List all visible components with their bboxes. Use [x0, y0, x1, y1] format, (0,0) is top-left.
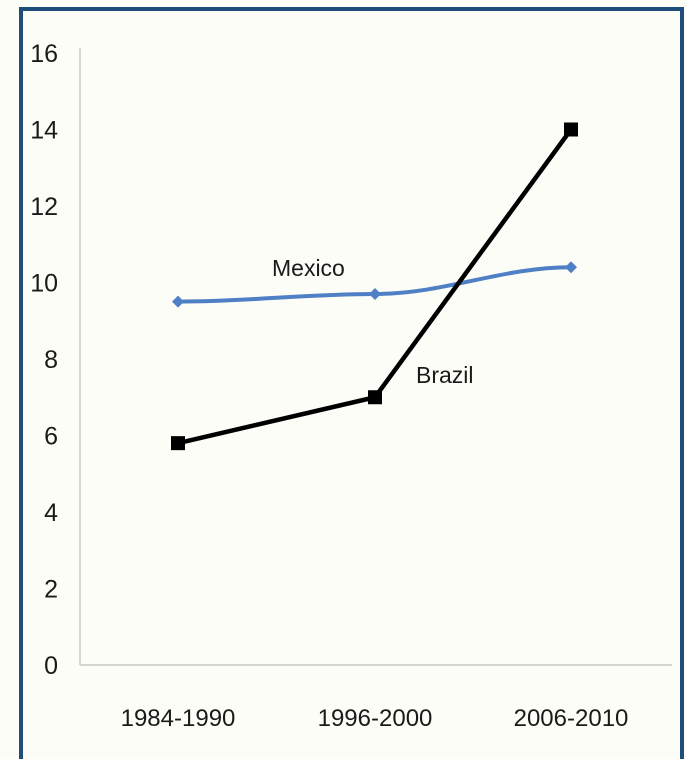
x-tick-label: 1996-2000 — [318, 705, 433, 732]
data-point-mexico — [565, 261, 577, 274]
y-tick-label: 4 — [44, 499, 58, 527]
data-point-brazil — [171, 436, 185, 451]
series-label-brazil: Brazil — [416, 362, 474, 388]
x-tick-label: 2006-2010 — [514, 705, 629, 732]
x-tick-label: 1984-1990 — [121, 705, 236, 732]
chart-border — [19, 7, 684, 759]
y-tick-label: 8 — [44, 346, 58, 374]
series-labels: Mexico Brazil — [272, 255, 474, 388]
series-label-mexico: Mexico — [272, 255, 345, 281]
data-point-brazil — [564, 122, 578, 137]
y-tick-label: 6 — [44, 423, 58, 451]
y-axis: 0 2 4 6 8 10 12 14 16 — [30, 40, 81, 680]
y-tick-label: 16 — [30, 40, 58, 68]
y-tick-label: 14 — [30, 117, 58, 145]
data-point-brazil — [368, 390, 382, 405]
data-point-mexico — [369, 287, 381, 300]
y-tick-label: 10 — [30, 270, 58, 298]
series-layer — [171, 122, 578, 451]
x-axis: 1984-1990 1996-2000 2006-2010 — [80, 664, 672, 732]
y-tick-label: 12 — [30, 193, 58, 221]
y-tick-label: 0 — [44, 652, 58, 680]
data-point-mexico — [172, 295, 184, 308]
y-tick-label: 2 — [44, 576, 58, 604]
